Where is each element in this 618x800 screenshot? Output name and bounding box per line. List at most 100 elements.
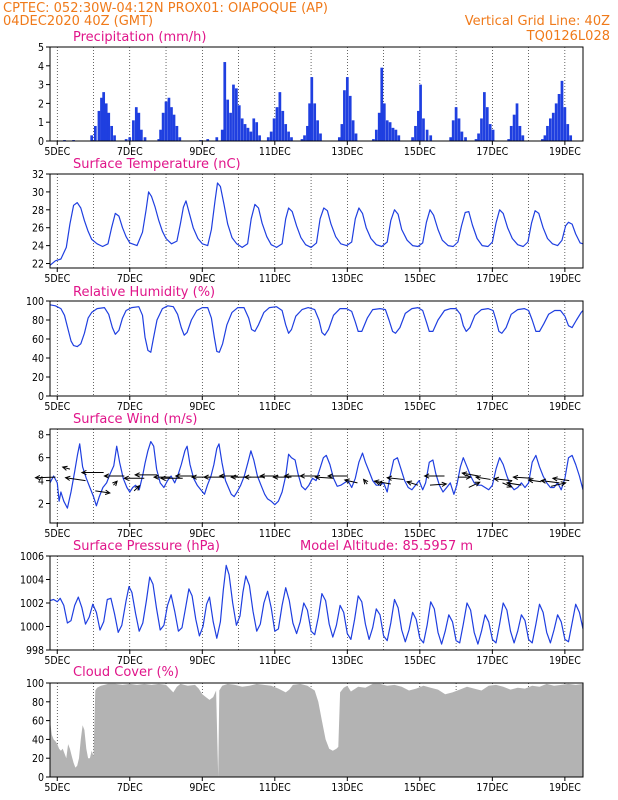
precipitation-bar: [488, 124, 492, 141]
precipitation-bar: [563, 107, 567, 141]
cloud-cover-x-tick-label: 17DEC: [476, 782, 508, 794]
precipitation-bar: [132, 120, 135, 141]
wind-vector: [344, 479, 358, 484]
precipitation-bar: [113, 135, 116, 141]
wind-x-tick-label: 7DEC: [117, 528, 143, 540]
wind-vector-head: [218, 473, 225, 479]
pressure-x-tick-label: 15DEC: [404, 655, 436, 667]
wind-y-tick-label: 4: [38, 476, 44, 488]
pressure-series-line: [49, 564, 584, 645]
precipitation-bar: [107, 112, 111, 141]
cloud-cover-y-tick-label: 40: [32, 734, 44, 746]
wind-vector-head: [326, 473, 333, 479]
precipitation-bar: [541, 139, 544, 141]
precipitation-bar: [237, 105, 241, 141]
humidity-x-tick-label: 15DEC: [404, 401, 436, 413]
precipitation-bar: [266, 137, 270, 141]
pressure-x-tick-label: 9DEC: [189, 655, 215, 667]
precipitation-bar: [206, 139, 210, 141]
precipitation-bar: [457, 118, 461, 141]
precipitation-bar: [281, 110, 285, 141]
wind-vector-head: [314, 474, 321, 481]
precipitation-y-tick-label: 0: [38, 136, 44, 148]
wind-vector: [552, 477, 570, 482]
precipitation-bar: [480, 118, 483, 141]
cloud-cover-x-tick-label: 11DEC: [259, 782, 291, 794]
wind-vector-head: [540, 478, 547, 484]
precipitation-bar: [269, 131, 273, 141]
precipitation-bar: [175, 125, 179, 141]
precipitation-bar: [414, 125, 417, 141]
temperature-x-tick-label: 11DEC: [259, 273, 291, 285]
humidity-x-tick-label: 7DEC: [117, 401, 143, 413]
wind-vector: [65, 477, 86, 482]
precipitation-x-tick-label: 17DEC: [476, 146, 508, 158]
precipitation-bar: [377, 112, 381, 141]
wind-vector: [62, 466, 71, 470]
panel-cloud-cover: Cloud Cover (%) 0 20 40 60 80 100 5DEC 7DEC 9DEC…: [26, 665, 584, 794]
wind-vector: [475, 476, 491, 480]
precipitation-bar: [143, 137, 147, 141]
precipitation-bar: [110, 125, 113, 141]
panel-pressure: Surface Pressure (hPa) Model Altitude: 8…: [20, 539, 584, 667]
precipitation-bar: [178, 137, 182, 141]
panel-precipitation: Precipitation (mm/h) 0 1 2 3 4 5 5DEC 7DEC 9DEC 1…: [38, 30, 584, 158]
precipitation-x-tick-label: 9DEC: [189, 146, 215, 158]
temperature-plot: 22 24 26 28 30 32 5DEC 7DEC 9DEC 11DEC 13DEC 15DEC 1…: [32, 169, 584, 285]
precipitation-bar: [521, 135, 525, 141]
wind-vector: [133, 485, 140, 492]
temperature-series-line: [49, 182, 584, 266]
pressure-plot: 998 1000 1002 1004 1006 5DEC 7DEC 9DEC 11DEC 13DE…: [20, 551, 584, 667]
wind-y-tick-label: 6: [38, 453, 44, 465]
wind-vector-head: [474, 475, 481, 481]
temperature-x-tick-label: 13DEC: [331, 273, 363, 285]
precipitation-bar: [512, 114, 516, 141]
wind-vector-head: [104, 489, 111, 495]
pressure-y-tick-label: 998: [26, 645, 44, 657]
wind-plot: 2 4 6 8 5DEC 7DEC 9DEC 11DEC 13DEC 15DEC 17DEC 19DE…: [34, 428, 584, 540]
humidity-x-tick-label: 13DEC: [331, 401, 363, 413]
precipitation-bar: [303, 135, 306, 141]
precipitation-bar: [385, 120, 389, 141]
pressure-x-tick-label: 13DEC: [331, 655, 363, 667]
wind-vector: [462, 472, 479, 477]
precipitation-bar: [232, 84, 235, 141]
precipitation-bar: [391, 127, 395, 141]
panel-humidity: Relative Humidity (%) 0 20 40 60 80 100 5DEC 7D…: [26, 285, 584, 413]
precipitation-bar: [308, 103, 311, 141]
humidity-x-tick-label: 11DEC: [259, 401, 291, 413]
humidity-y-tick-label: 40: [32, 353, 44, 365]
wind-vector-head: [505, 480, 512, 487]
precipitation-bar: [417, 110, 420, 141]
precipitation-bar: [319, 133, 322, 141]
precipitation-bar: [557, 94, 561, 141]
humidity-y-tick-label: 100: [26, 296, 44, 308]
precipitation-x-tick-label: 5DEC: [44, 146, 70, 158]
temperature-title: Surface Temperature (nC): [73, 157, 241, 172]
precipitation-bar: [337, 137, 341, 141]
precipitation-bar: [518, 125, 522, 141]
temperature-y-tick-label: 26: [32, 223, 44, 235]
precipitation-bar: [243, 124, 247, 141]
humidity-x-tick-label: 19DEC: [549, 401, 581, 413]
precipitation-bar: [93, 125, 97, 141]
wind-vector-head: [527, 478, 534, 484]
wind-title: Surface Wind (m/s): [73, 412, 197, 427]
wind-vector: [374, 480, 391, 485]
wind-vector-head: [123, 475, 130, 481]
precipitation-bar: [549, 118, 552, 141]
wind-x-tick-label: 11DEC: [259, 528, 291, 540]
wind-vector-head: [551, 476, 558, 482]
pressure-x-tick-label: 19DEC: [549, 655, 581, 667]
pressure-y-tick-label: 1004: [20, 575, 44, 587]
precipitation-bar: [90, 135, 94, 141]
precipitation-bar: [454, 107, 458, 141]
precipitation-bar: [300, 139, 304, 141]
precipitation-bar: [354, 133, 358, 141]
precipitation-bar: [140, 129, 143, 141]
precipitation-bar: [397, 135, 401, 141]
temperature-y-tick-label: 24: [32, 241, 44, 253]
wind-vector: [315, 476, 334, 479]
precipitation-bar: [128, 137, 132, 141]
wind-vector: [429, 483, 447, 486]
